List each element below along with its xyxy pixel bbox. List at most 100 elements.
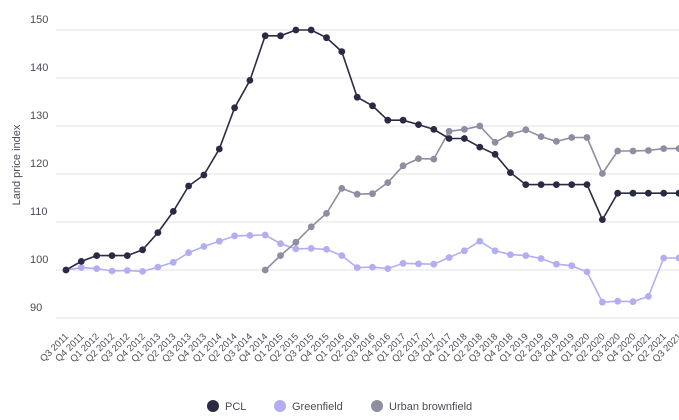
legend-label: PCL bbox=[225, 401, 246, 413]
series-lines bbox=[62, 26, 679, 306]
data-point bbox=[599, 170, 606, 177]
data-point bbox=[292, 238, 300, 246]
data-point bbox=[430, 125, 438, 133]
data-point bbox=[430, 155, 438, 163]
data-point bbox=[660, 145, 668, 153]
data-point bbox=[583, 134, 591, 141]
data-point bbox=[108, 252, 116, 259]
data-point bbox=[369, 263, 376, 271]
data-point bbox=[292, 245, 300, 253]
legend-label: Urban brownfield bbox=[389, 401, 472, 413]
data-point bbox=[169, 258, 177, 266]
data-point bbox=[522, 126, 530, 134]
data-point bbox=[200, 243, 208, 250]
data-point bbox=[154, 229, 162, 237]
data-point bbox=[169, 208, 177, 215]
data-point bbox=[522, 252, 530, 259]
y-tick-label: 140 bbox=[30, 62, 48, 74]
data-point bbox=[399, 162, 407, 170]
gridlines bbox=[56, 29, 679, 319]
data-point bbox=[231, 232, 239, 240]
data-point bbox=[323, 246, 330, 253]
data-point bbox=[93, 265, 101, 272]
data-point bbox=[415, 260, 422, 268]
data-point bbox=[537, 255, 545, 262]
data-point bbox=[614, 189, 622, 197]
data-point bbox=[614, 147, 622, 155]
data-point bbox=[323, 34, 330, 42]
data-point bbox=[553, 138, 560, 145]
legend-item: Greenfield bbox=[274, 400, 343, 413]
data-point bbox=[139, 246, 147, 254]
data-point bbox=[568, 181, 576, 189]
data-point bbox=[185, 249, 193, 257]
data-point bbox=[62, 266, 70, 274]
data-point bbox=[93, 252, 101, 259]
data-point bbox=[338, 185, 346, 192]
data-point bbox=[108, 267, 116, 275]
data-point bbox=[583, 181, 591, 189]
data-point bbox=[645, 147, 652, 154]
data-point bbox=[185, 182, 193, 190]
y-axis: 90 100 110 120 130 140 150 bbox=[30, 14, 48, 314]
data-point bbox=[246, 77, 254, 84]
data-point bbox=[139, 268, 147, 275]
data-point bbox=[629, 189, 637, 197]
data-point bbox=[629, 147, 637, 155]
series-greenfield bbox=[62, 231, 679, 306]
data-point bbox=[491, 247, 499, 255]
data-point bbox=[629, 298, 637, 306]
data-point bbox=[415, 121, 422, 128]
data-point bbox=[675, 189, 679, 197]
series-urban-brownfield bbox=[261, 122, 679, 274]
data-point bbox=[399, 116, 407, 124]
data-point bbox=[430, 260, 438, 268]
data-point bbox=[123, 267, 131, 274]
data-point bbox=[338, 252, 346, 259]
data-point bbox=[476, 122, 484, 130]
data-point bbox=[353, 264, 361, 271]
data-point bbox=[353, 190, 361, 198]
data-point bbox=[384, 179, 392, 187]
y-tick-label: 90 bbox=[30, 302, 42, 314]
data-point bbox=[384, 265, 392, 272]
data-point bbox=[415, 155, 422, 163]
data-point bbox=[445, 135, 453, 142]
data-point bbox=[369, 102, 376, 110]
data-point bbox=[292, 26, 300, 34]
data-point bbox=[476, 237, 484, 245]
legend: PCL Greenfield Urban brownfield bbox=[207, 400, 472, 413]
data-point bbox=[277, 240, 284, 248]
data-point bbox=[476, 143, 484, 151]
y-tick-label: 150 bbox=[30, 14, 48, 26]
y-tick-label: 110 bbox=[30, 206, 48, 218]
y-tick-label: 120 bbox=[30, 158, 48, 170]
data-point bbox=[568, 262, 576, 270]
data-point bbox=[522, 181, 530, 189]
data-point bbox=[307, 223, 315, 231]
data-point bbox=[491, 150, 499, 158]
series-line bbox=[264, 125, 679, 271]
data-point bbox=[384, 116, 392, 124]
data-point bbox=[307, 245, 315, 252]
data-point bbox=[261, 32, 269, 40]
legend-item: Urban brownfield bbox=[371, 400, 472, 413]
data-point bbox=[660, 254, 668, 262]
y-axis-title: Land price index bbox=[11, 124, 23, 205]
data-point bbox=[369, 190, 376, 198]
y-tick-label: 130 bbox=[30, 110, 48, 122]
data-point bbox=[553, 181, 560, 189]
data-point bbox=[200, 171, 208, 179]
data-point bbox=[231, 104, 239, 112]
data-point bbox=[399, 259, 407, 267]
data-point bbox=[583, 268, 591, 276]
data-point bbox=[123, 252, 131, 259]
data-point bbox=[461, 135, 468, 142]
data-point bbox=[461, 247, 468, 255]
legend-label: Greenfield bbox=[292, 401, 343, 413]
data-point bbox=[338, 48, 346, 55]
data-point bbox=[537, 181, 545, 189]
data-point bbox=[154, 263, 162, 271]
